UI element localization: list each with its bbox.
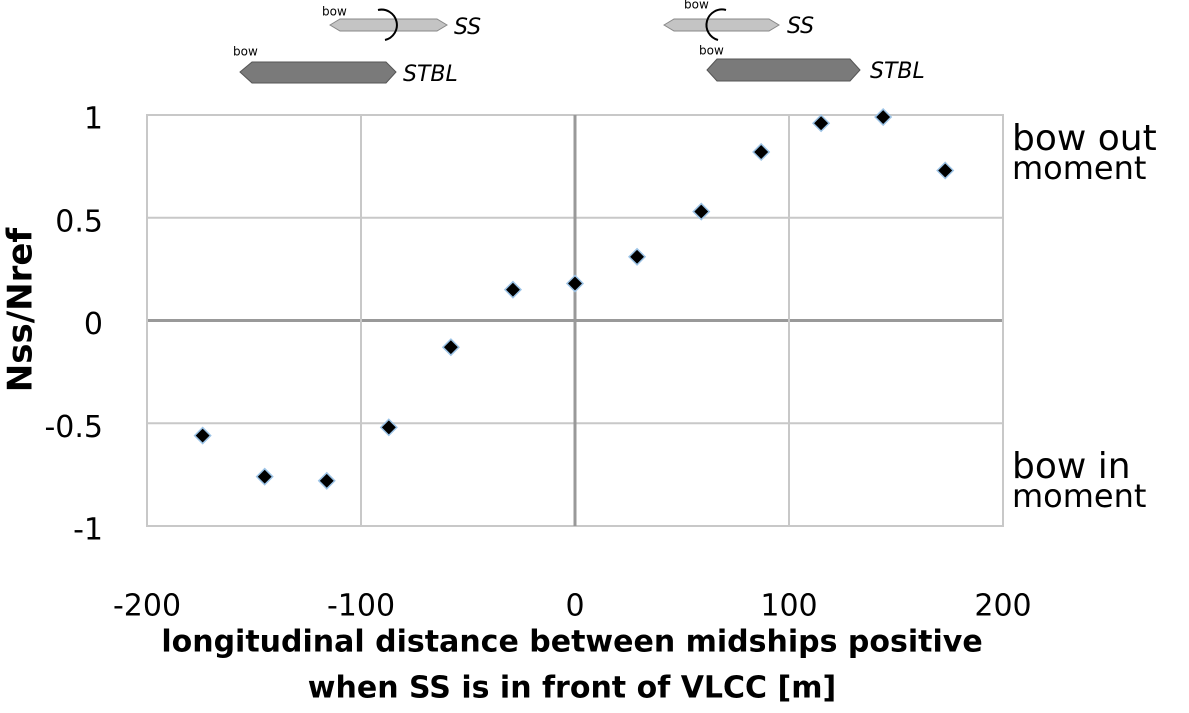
point xyxy=(627,247,647,266)
diagram-label: SS xyxy=(454,15,481,40)
y-tick-label: -0.5 xyxy=(44,410,103,445)
x-tick-label: 200 xyxy=(974,589,1031,624)
x-axis-label: when SS is in front of VLCC [m] xyxy=(308,671,836,706)
point xyxy=(255,467,274,486)
ship-diagrams: bow SS bow STBL bow SS bow STBL xyxy=(233,0,925,87)
y-tick-label: -1 xyxy=(73,513,103,548)
ship-ss xyxy=(663,18,780,32)
x-tick-label: 100 xyxy=(760,589,817,624)
x-tick-label: -100 xyxy=(327,589,395,624)
point xyxy=(874,107,893,127)
annotation: moment xyxy=(1012,149,1146,187)
ship-stbl xyxy=(239,61,397,84)
diagram-label: bow xyxy=(233,45,258,59)
ship-stbl xyxy=(706,58,861,82)
rotation-arrow xyxy=(377,8,398,41)
diagram-label: bow xyxy=(699,44,724,58)
x-axis-label: longitudinal distance between midships p… xyxy=(161,625,982,660)
rotation-arrow xyxy=(705,8,727,41)
point xyxy=(441,338,460,357)
x-tick-label: -200 xyxy=(113,589,181,624)
point xyxy=(752,142,771,162)
diagram-label: STBL xyxy=(870,59,925,84)
x-tick-label: 0 xyxy=(565,589,584,624)
diagram-label: bow xyxy=(322,5,347,19)
point xyxy=(503,280,523,299)
y-tick-label: 1 xyxy=(84,102,103,137)
point xyxy=(565,274,585,293)
point xyxy=(379,418,398,437)
y-tick-label: 0.5 xyxy=(55,204,103,239)
diagram-label: SS xyxy=(787,14,814,39)
annotation: bow out xyxy=(1012,118,1157,159)
annotation: moment xyxy=(1012,477,1146,515)
y-tick-label: 0 xyxy=(84,307,103,342)
point xyxy=(936,161,955,180)
annotation: bow in xyxy=(1012,446,1131,487)
point xyxy=(193,426,212,445)
y-axis-label: Nss/Nref xyxy=(1,227,41,393)
point xyxy=(317,471,336,490)
diagram-label: STBL xyxy=(403,62,458,87)
point xyxy=(812,114,831,133)
point xyxy=(692,202,711,221)
diagram-label: bow xyxy=(684,0,709,12)
ship-ss xyxy=(329,18,448,32)
